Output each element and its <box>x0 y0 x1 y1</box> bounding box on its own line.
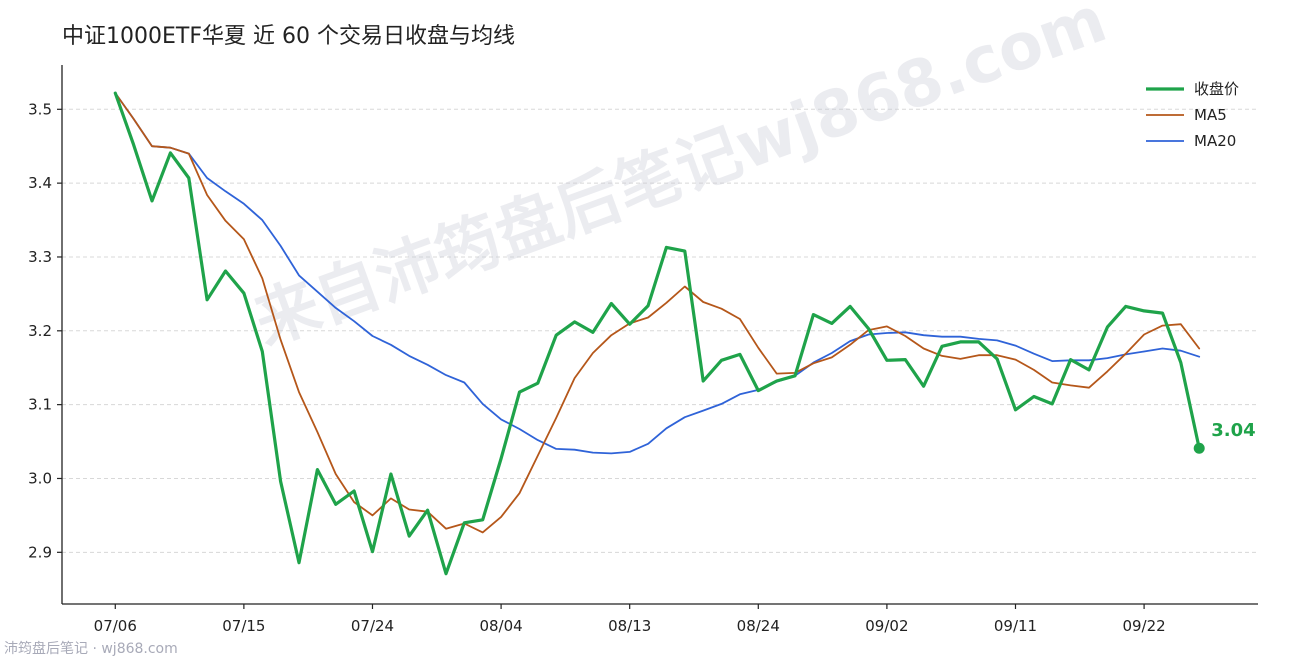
x-tick-label: 08/24 <box>737 617 780 635</box>
last-close-dot <box>1193 442 1205 454</box>
series-line-ma20 <box>114 92 1201 455</box>
x-tick-label: 07/24 <box>351 617 394 635</box>
series-line-ma5 <box>114 92 1201 534</box>
x-tick-label: 09/22 <box>1122 617 1165 635</box>
y-tick-label: 3.0 <box>28 469 52 487</box>
x-tick-label: 09/02 <box>865 617 908 635</box>
legend-label: MA5 <box>1194 106 1227 124</box>
grid-lines <box>62 108 1258 553</box>
footer-credit: 沛筠盘后笔记 · wj868.com <box>4 641 178 657</box>
y-axis-ticks: 2.9 3.0 3.1 3.2 3.3 3.4 3.5 <box>28 100 62 561</box>
y-tick-label: 3.2 <box>28 322 52 340</box>
x-tick-label: 08/04 <box>479 617 522 635</box>
x-tick-label: 09/11 <box>994 617 1037 635</box>
x-axis-ticks: 07/06 07/15 07/24 08/04 08/13 08/24 09/02 09/11… <box>94 604 1166 635</box>
y-tick-label: 3.5 <box>28 100 52 118</box>
legend-label: MA20 <box>1194 132 1236 150</box>
legend: 收盘价 MA5 MA20 <box>1146 80 1239 150</box>
legend-label: 收盘价 <box>1194 80 1239 98</box>
series-lines <box>113 91 1201 576</box>
x-tick-label: 07/06 <box>94 617 137 635</box>
last-close-marker: 3.04 <box>1193 420 1256 454</box>
y-tick-label: 3.4 <box>28 174 52 192</box>
x-tick-label: 07/15 <box>222 617 265 635</box>
y-tick-label: 3.3 <box>28 248 52 266</box>
y-tick-label: 3.1 <box>28 396 52 414</box>
chart-title: 中证1000ETF华夏 近 60 个交易日收盘与均线 <box>62 24 515 49</box>
series-line-close <box>113 91 1201 576</box>
last-close-label: 3.04 <box>1211 420 1255 441</box>
y-tick-label: 2.9 <box>28 543 52 561</box>
watermark-text: 来自沛筠盘后笔记wj868.com <box>245 0 1116 360</box>
x-tick-label: 08/13 <box>608 617 651 635</box>
watermark: 来自沛筠盘后笔记wj868.com <box>245 0 1116 360</box>
